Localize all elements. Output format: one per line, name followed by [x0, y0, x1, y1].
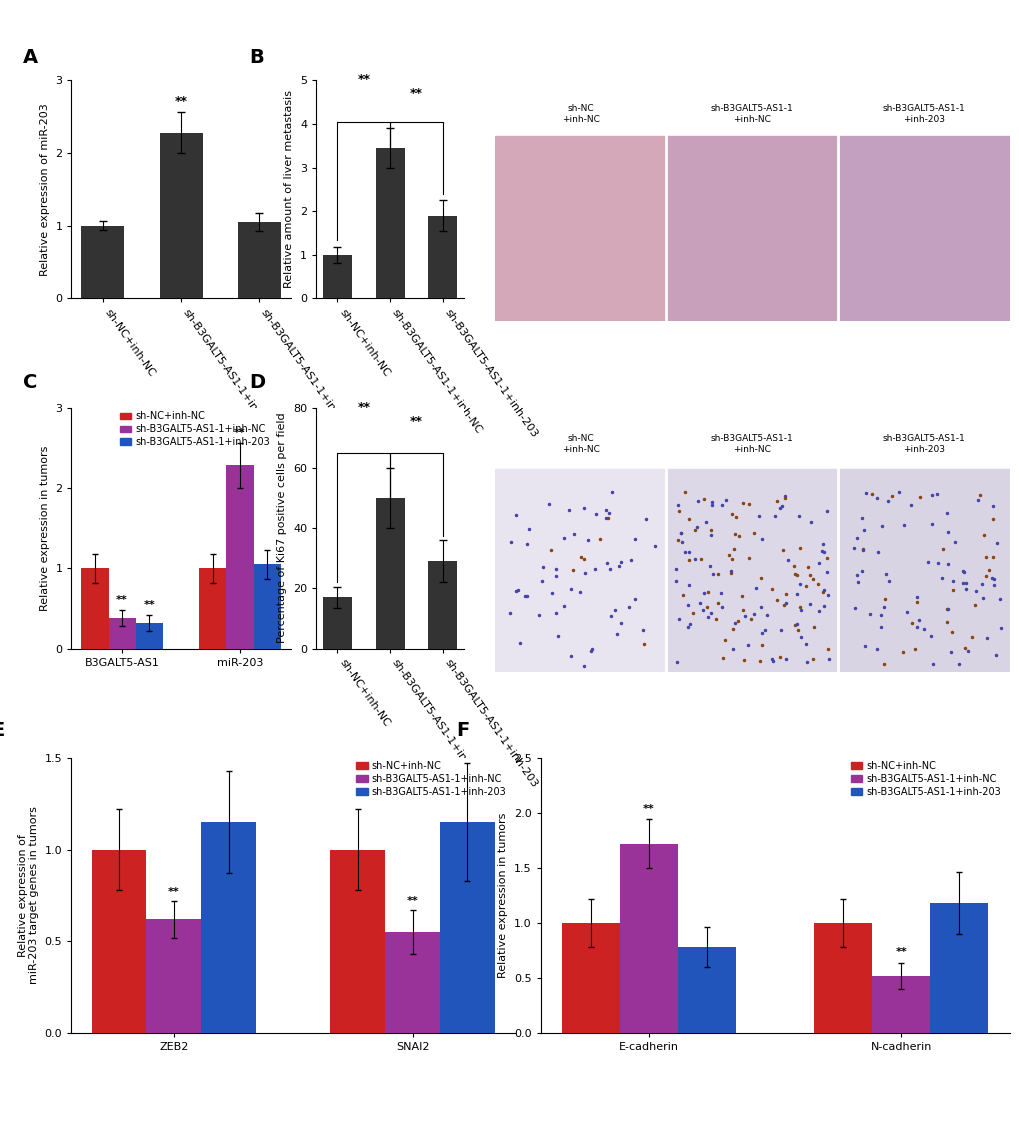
Text: **: **: [410, 414, 423, 428]
Y-axis label: Relative expression of miR-203: Relative expression of miR-203: [40, 103, 50, 276]
Y-axis label: Relative amount of liver metastasis: Relative amount of liver metastasis: [284, 91, 294, 288]
Bar: [871, 976, 929, 1033]
Bar: [665, 137, 838, 321]
Bar: [428, 561, 457, 649]
Bar: [199, 568, 226, 649]
Bar: [323, 597, 352, 649]
Bar: [561, 923, 620, 1033]
Text: **: **: [407, 897, 418, 907]
Bar: [428, 216, 457, 298]
Legend: sh-NC+inh-NC, sh-B3GALT5-AS1-1+inh-NC, sh-B3GALT5-AS1-1+inh-203: sh-NC+inh-NC, sh-B3GALT5-AS1-1+inh-NC, s…: [846, 757, 1004, 800]
Bar: [237, 222, 280, 298]
Bar: [620, 844, 678, 1033]
Bar: [147, 920, 201, 1033]
Bar: [82, 568, 108, 649]
Bar: [838, 470, 1009, 672]
Y-axis label: Relative expression in tumors: Relative expression in tumors: [497, 813, 507, 978]
Bar: [330, 850, 385, 1033]
Bar: [929, 903, 987, 1033]
Bar: [82, 226, 124, 298]
Text: A: A: [23, 48, 39, 67]
Text: B: B: [250, 48, 264, 67]
Bar: [323, 255, 352, 298]
Text: sh-B3GALT5-AS1-1
+inh-203: sh-B3GALT5-AS1-1 +inh-203: [881, 434, 964, 453]
Text: **: **: [168, 887, 179, 898]
Bar: [375, 498, 405, 649]
Bar: [201, 822, 256, 1033]
Text: sh-NC
+inh-NC: sh-NC +inh-NC: [561, 104, 599, 124]
Bar: [92, 850, 147, 1033]
Text: **: **: [174, 95, 187, 108]
Text: D: D: [250, 373, 266, 393]
Bar: [665, 470, 838, 672]
Bar: [226, 465, 254, 649]
Bar: [136, 623, 163, 649]
Bar: [838, 137, 1009, 321]
Bar: [439, 822, 494, 1033]
Bar: [813, 923, 871, 1033]
Text: **: **: [895, 947, 906, 957]
Legend: sh-NC+inh-NC, sh-B3GALT5-AS1-1+inh-NC, sh-B3GALT5-AS1-1+inh-203: sh-NC+inh-NC, sh-B3GALT5-AS1-1+inh-NC, s…: [352, 757, 510, 800]
Text: sh-B3GALT5-AS1-1
+inh-203: sh-B3GALT5-AS1-1 +inh-203: [881, 104, 964, 124]
Bar: [678, 947, 736, 1033]
Bar: [494, 137, 665, 321]
Legend: sh-NC+inh-NC, sh-B3GALT5-AS1-1+inh-NC, sh-B3GALT5-AS1-1+inh-203: sh-NC+inh-NC, sh-B3GALT5-AS1-1+inh-NC, s…: [115, 408, 273, 451]
Bar: [385, 932, 439, 1033]
Text: **: **: [643, 804, 654, 814]
Bar: [108, 618, 136, 649]
Bar: [375, 148, 405, 298]
Bar: [254, 564, 280, 649]
Text: sh-NC
+inh-NC: sh-NC +inh-NC: [561, 434, 599, 453]
Text: **: **: [410, 87, 423, 100]
Text: C: C: [23, 373, 38, 393]
Text: E: E: [0, 721, 5, 739]
Text: F: F: [455, 721, 469, 739]
Text: sh-B3GALT5-AS1-1
+inh-NC: sh-B3GALT5-AS1-1 +inh-NC: [710, 104, 793, 124]
Y-axis label: Percentage of Ki67 positive cells per field: Percentage of Ki67 positive cells per fi…: [277, 413, 287, 643]
Text: **: **: [357, 401, 370, 414]
Text: **: **: [144, 600, 155, 610]
Y-axis label: Relative expression of
miR-203 target genes in tumors: Relative expression of miR-203 target ge…: [17, 807, 39, 984]
Text: **: **: [234, 428, 246, 439]
Text: sh-B3GALT5-AS1-1
+inh-NC: sh-B3GALT5-AS1-1 +inh-NC: [710, 434, 793, 453]
Bar: [494, 470, 665, 672]
Y-axis label: Relative expression in tumors: Relative expression in tumors: [40, 445, 50, 611]
Bar: [159, 133, 203, 298]
Text: **: **: [357, 73, 370, 86]
Text: **: **: [116, 595, 127, 605]
